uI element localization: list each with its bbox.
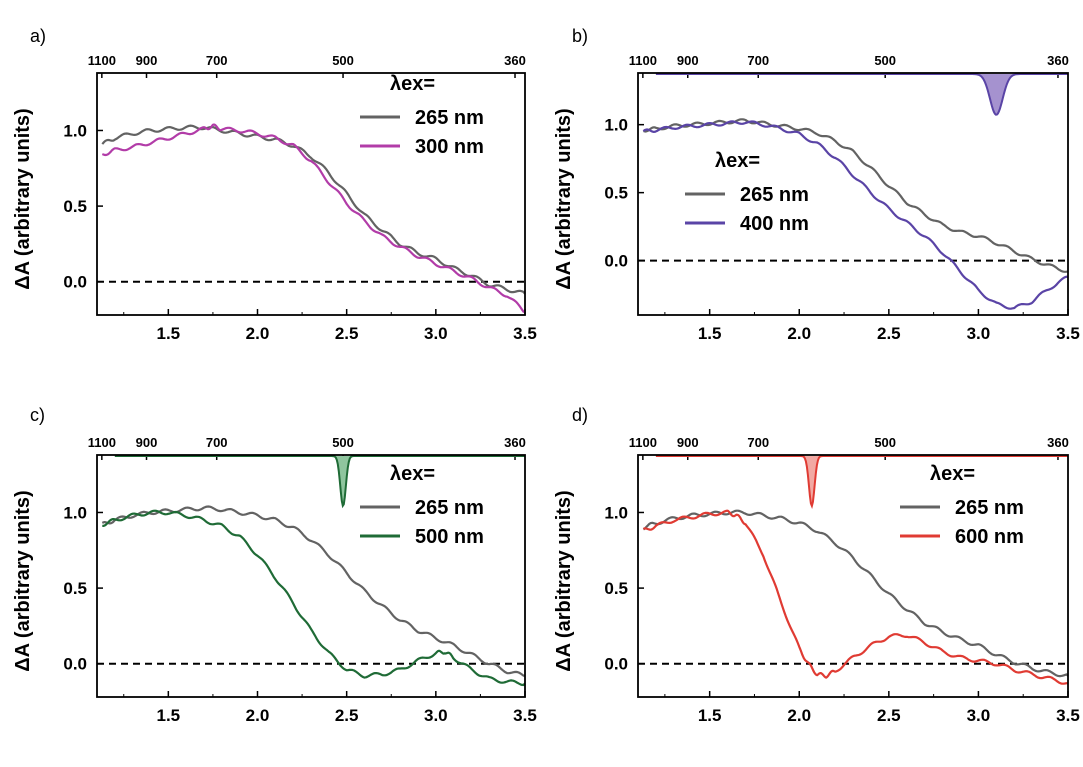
y-axis-title: ΔA (arbitrary units) — [12, 108, 34, 289]
legend-title: λex= — [390, 463, 435, 485]
chart-panel-d: d) 1100 900 700 500 360 1.5 2.0 2.5 3.0 3.5 0.0 0.5 1… — [553, 405, 1080, 725]
x-tick-label: 1.5 — [157, 324, 181, 343]
chart-panel-c: c) 1100 900 700 500 360 1.5 2.0 2.5 3.0 3.5 0.0 0.5 1… — [12, 405, 537, 725]
y-tick-label: 1.0 — [604, 116, 628, 135]
legend-entry: 265 nm — [415, 107, 484, 129]
series-line-265-nm — [643, 118, 1069, 273]
x-tick-label: 2.0 — [787, 706, 811, 725]
legend-entry: 300 nm — [415, 136, 484, 158]
legend-entry: 265 nm — [415, 497, 484, 519]
plot-frame — [637, 72, 1069, 316]
y-tick-label: 0.0 — [63, 655, 87, 674]
panel-label: d) — [572, 405, 588, 425]
top-tick-label: 700 — [206, 53, 228, 68]
x-tick-label: 3.0 — [424, 324, 448, 343]
top-tick-label: 1100 — [629, 53, 657, 68]
y-tick-label: 0.0 — [604, 655, 628, 674]
x-tick-label: 2.5 — [335, 706, 359, 725]
panel-label: b) — [572, 26, 588, 46]
y-tick-label: 0.5 — [604, 184, 628, 203]
x-tick-label: 2.0 — [787, 324, 811, 343]
legend-title: λex= — [390, 73, 435, 95]
top-tick-label: 360 — [504, 53, 526, 68]
y-tick-label: 0.0 — [604, 252, 628, 271]
series-line-400-nm — [642, 120, 1069, 310]
x-tick-label: 3.0 — [967, 324, 991, 343]
x-tick-label: 2.5 — [335, 324, 359, 343]
pump-band-line — [655, 73, 1068, 116]
legend-entry: 600 nm — [955, 526, 1024, 548]
top-tick-label: 900 — [677, 53, 699, 68]
top-tick-label: 1100 — [88, 53, 116, 68]
x-tick-label: 2.5 — [877, 706, 901, 725]
top-tick-label: 500 — [332, 53, 354, 68]
pump-band-line — [655, 455, 1068, 510]
x-tick-label: 2.0 — [246, 324, 270, 343]
pump-band-fill — [655, 74, 1068, 115]
panel-label: a) — [30, 26, 46, 46]
top-tick-label: 500 — [332, 435, 354, 450]
x-tick-label: 3.5 — [513, 324, 537, 343]
x-tick-label: 2.0 — [246, 706, 270, 725]
x-tick-label: 1.5 — [698, 324, 722, 343]
panel-label: c) — [30, 405, 45, 425]
top-tick-label: 900 — [677, 435, 699, 450]
legend: λex= 265 nm 600 nm — [900, 463, 1024, 548]
legend-entry: 265 nm — [955, 497, 1024, 519]
legend: λex= 265 nm 500 nm — [360, 463, 484, 548]
y-tick-label: 0.0 — [63, 273, 87, 292]
x-tick-label: 3.5 — [1056, 324, 1080, 343]
series-line-265-nm — [101, 124, 526, 295]
series-line-500-nm — [102, 509, 526, 687]
x-tick-label: 3.0 — [967, 706, 991, 725]
legend-title: λex= — [715, 150, 760, 172]
legend: λex= 265 nm 300 nm — [360, 73, 484, 158]
y-axis-title: ΔA (arbitrary units) — [553, 108, 575, 289]
x-tick-label: 1.5 — [157, 706, 181, 725]
top-tick-label: 500 — [874, 435, 896, 450]
legend-title: λex= — [930, 463, 975, 485]
legend-entry: 265 nm — [740, 184, 809, 206]
pump-band-line — [114, 455, 525, 509]
series-line-300-nm — [101, 123, 526, 314]
top-tick-label: 700 — [206, 435, 228, 450]
chart-panel-a: a) 1100 900 700 500 360 1.5 2.0 2.5 3.0 3.5 0.0 0.5 1… — [12, 26, 537, 343]
plot-frame — [637, 454, 1069, 698]
y-axis-title: ΔA (arbitrary units) — [553, 490, 575, 671]
y-tick-label: 1.0 — [63, 121, 87, 140]
y-tick-label: 0.5 — [604, 579, 628, 598]
y-tick-label: 0.5 — [63, 579, 87, 598]
y-tick-label: 1.0 — [63, 503, 87, 522]
y-tick-label: 1.0 — [604, 503, 628, 522]
series-line-265-nm — [101, 505, 526, 677]
chart-panel-b: b) 1100 900 700 500 360 1.5 2.0 2.5 3.0 3.5 0.0 0.5 1… — [553, 26, 1080, 343]
top-tick-label: 700 — [747, 53, 769, 68]
series-line-600-nm — [643, 509, 1069, 685]
legend-entry: 400 nm — [740, 213, 809, 235]
x-tick-label: 3.0 — [424, 706, 448, 725]
legend-entry: 500 nm — [415, 526, 484, 548]
y-axis-title: ΔA (arbitrary units) — [12, 490, 34, 671]
top-tick-label: 360 — [1047, 435, 1069, 450]
top-tick-label: 360 — [504, 435, 526, 450]
legend: λex= 265 nm 400 nm — [685, 150, 809, 235]
top-tick-label: 900 — [136, 53, 158, 68]
top-tick-label: 500 — [874, 53, 896, 68]
x-tick-label: 2.5 — [877, 324, 901, 343]
top-tick-label: 1100 — [88, 435, 116, 450]
x-tick-label: 3.5 — [513, 706, 537, 725]
top-tick-label: 900 — [136, 435, 158, 450]
x-tick-label: 3.5 — [1056, 706, 1080, 725]
top-tick-label: 700 — [747, 435, 769, 450]
x-tick-label: 1.5 — [698, 706, 722, 725]
top-tick-label: 1100 — [629, 435, 657, 450]
plot-frame — [96, 72, 526, 316]
y-tick-label: 0.5 — [63, 197, 87, 216]
plot-frame — [96, 454, 526, 698]
top-tick-label: 360 — [1047, 53, 1069, 68]
